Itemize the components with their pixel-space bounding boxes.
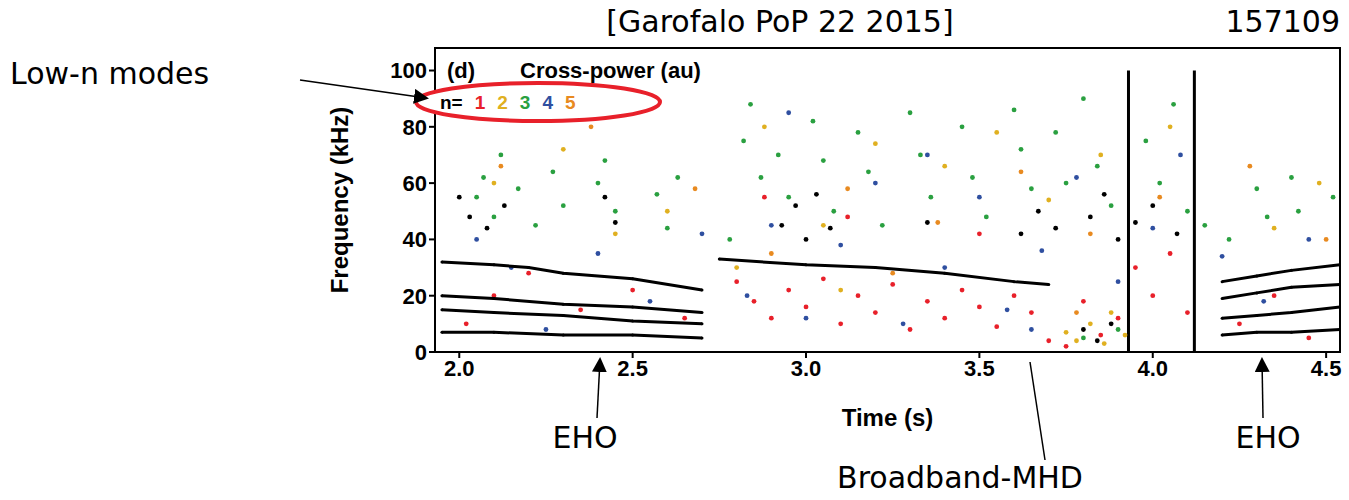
- svg-text:157109: 157109: [1225, 4, 1340, 39]
- svg-text:3.0: 3.0: [791, 356, 822, 381]
- svg-text:100: 100: [390, 58, 427, 83]
- svg-text:EHO: EHO: [552, 420, 617, 455]
- svg-text:0: 0: [415, 340, 427, 365]
- svg-text:[Garofalo PoP 22 2015]: [Garofalo PoP 22 2015]: [606, 4, 953, 39]
- svg-text:n=12345: n=12345: [440, 92, 576, 113]
- svg-text:EHO: EHO: [1235, 420, 1300, 455]
- svg-text:4.0: 4.0: [1137, 356, 1168, 381]
- svg-text:Frequency (kHz): Frequency (kHz): [326, 107, 353, 294]
- svg-text:20: 20: [403, 284, 427, 309]
- svg-text:4.5: 4.5: [1311, 356, 1342, 381]
- svg-text:2.0: 2.0: [444, 356, 475, 381]
- svg-text:(d): (d): [447, 58, 475, 83]
- svg-text:40: 40: [403, 227, 427, 252]
- svg-text:2.5: 2.5: [617, 356, 648, 381]
- svg-text:80: 80: [403, 115, 427, 140]
- svg-text:Low-n modes: Low-n modes: [10, 56, 209, 91]
- svg-text:3.5: 3.5: [964, 356, 995, 381]
- svg-text:Cross-power (au): Cross-power (au): [520, 58, 701, 83]
- svg-text:Time (s): Time (s): [842, 404, 934, 431]
- svg-text:Broadband-MHD: Broadband-MHD: [837, 460, 1083, 495]
- svg-text:60: 60: [403, 171, 427, 196]
